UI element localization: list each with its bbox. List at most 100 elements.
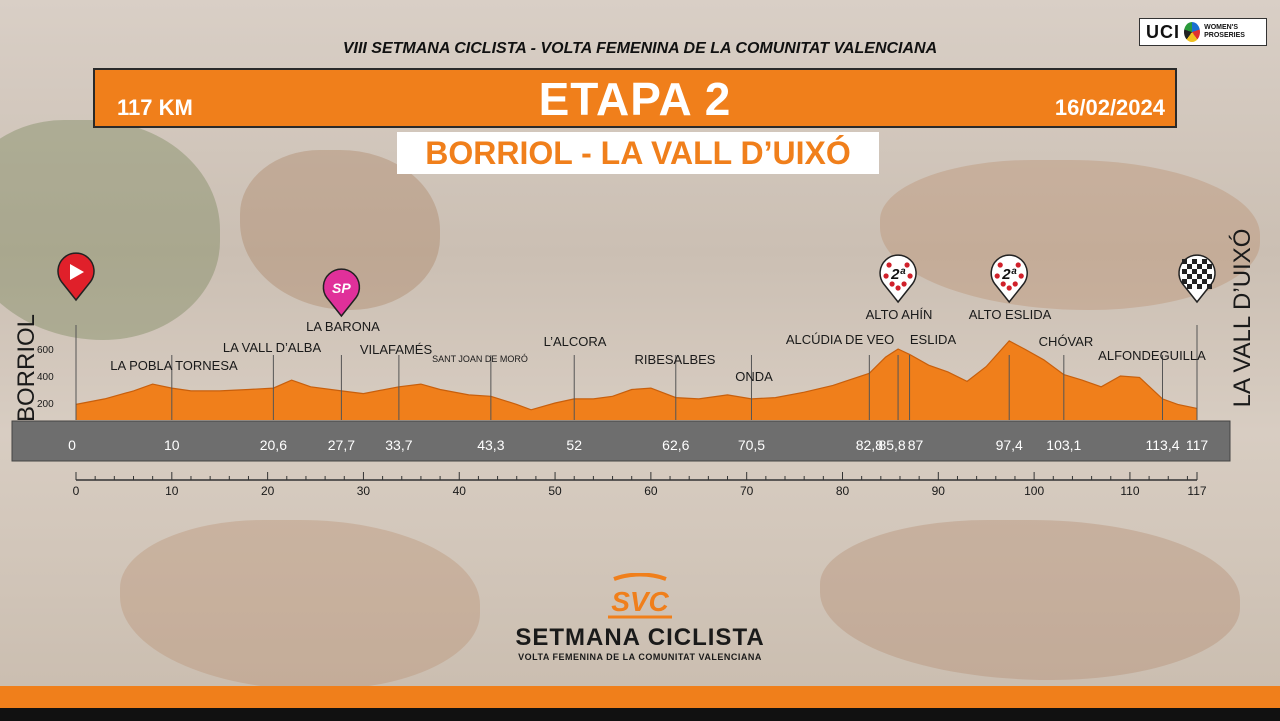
km-label: 82,8 [856, 437, 883, 453]
kom-dot [1012, 281, 1018, 287]
stage-title: ETAPA 2 [538, 73, 732, 125]
race-title: VIII SETMANA CICLISTA - VOLTA FEMENINA D… [342, 40, 938, 57]
km-label: 113,4 [1146, 437, 1180, 453]
km-label: 87 [908, 437, 924, 453]
elevation-profile-line [75, 340, 1198, 411]
x-tick-label: 0 [73, 484, 80, 498]
kom-category-label: 2ª [1001, 266, 1016, 283]
uci-logo: UCI WOMEN'S PROSERIES [1139, 18, 1267, 46]
kom-dot [895, 285, 901, 291]
place-label: ESLIDA [910, 332, 957, 347]
checker-square [1187, 284, 1192, 289]
checker-square [1187, 274, 1192, 279]
place-label: ALTO ESLIDA [969, 307, 1052, 322]
place-label: ALFONDEGUILLA [1098, 348, 1206, 363]
checker-square [1197, 264, 1202, 269]
kom-dot [1000, 281, 1006, 287]
x-tick-label: 110 [1120, 484, 1139, 498]
svc-logo-icon: SVC [608, 572, 672, 619]
x-tick-label: 50 [548, 484, 562, 498]
kom-dot [1018, 273, 1024, 279]
kom-dot [886, 262, 892, 268]
kom-dot [907, 273, 913, 279]
kom-dot [901, 281, 907, 287]
checker-square [1207, 264, 1212, 269]
background-shape [820, 520, 1240, 680]
stage-route: BORRIOL - LA VALL D’UIXÓ [397, 132, 879, 174]
km-label: 70,5 [738, 437, 765, 453]
footer-orange-bar [0, 686, 1280, 708]
place-label: LA POBLA TORNESA [110, 358, 238, 373]
km-label: 85,8 [878, 437, 905, 453]
brand-logo: SVC SETMANA CICLISTA VOLTA FEMENINA DE L… [500, 572, 780, 662]
checker-square [1192, 269, 1197, 274]
checker-square [1182, 259, 1187, 264]
footer-black-bar [0, 708, 1280, 721]
place-label: RIBESALBES [635, 352, 716, 367]
place-label: ALCÚDIA DE VEO [786, 332, 894, 347]
y-tick-label: 600 [37, 345, 54, 356]
x-tick-label: 117 [1187, 484, 1206, 498]
x-tick-label: 100 [1024, 484, 1044, 498]
kom-dot [1006, 285, 1012, 291]
checker-square [1202, 269, 1207, 274]
start-play-glyph [70, 264, 84, 280]
checker-square [1207, 274, 1212, 279]
sprint-marker-icon [322, 268, 361, 318]
place-label: CHÓVAR [1039, 334, 1094, 349]
checker-square [1197, 274, 1202, 279]
km-label: 43,3 [477, 437, 504, 453]
background-shape [120, 520, 480, 690]
uci-rainbow-icon [1184, 22, 1201, 42]
place-label: LA BARONA [306, 319, 380, 334]
place-label: ONDA [735, 369, 773, 384]
x-tick-label: 40 [453, 484, 467, 498]
km-label: 62,6 [662, 437, 689, 453]
place-label: SANT JOAN DE MORÓ [432, 354, 528, 364]
km-label: 33,7 [385, 437, 412, 453]
x-tick-label: 60 [644, 484, 658, 498]
brand-subtitle: VOLTA FEMENINA DE LA COMUNITAT VALENCIAN… [518, 652, 762, 662]
kom-dot [904, 262, 910, 268]
km-label: 97,4 [996, 437, 1023, 453]
km-label: 0 [68, 437, 76, 453]
uci-proseries-label: WOMEN'S PROSERIES [1204, 24, 1245, 39]
y-tick-label: 400 [37, 372, 54, 383]
checker-square [1182, 279, 1187, 284]
checker-square [1207, 284, 1212, 289]
checker-square [1192, 279, 1197, 284]
km-label: 103,1 [1046, 437, 1081, 453]
checker-square [1197, 284, 1202, 289]
kom-dot [889, 281, 895, 287]
uci-label: UCI [1146, 21, 1180, 42]
km-label: 10 [164, 437, 180, 453]
start-play-icon [57, 252, 95, 302]
checker-square [1187, 264, 1192, 269]
km-label: 27,7 [328, 437, 355, 453]
km-label: 20,6 [260, 437, 287, 453]
place-label: VILAFAMÉS [360, 342, 433, 357]
km-label: 52 [566, 437, 582, 453]
stage-date: 16/02/2024 [1054, 95, 1165, 120]
stage-banner: 117 KM ETAPA 2 16/02/2024 [93, 68, 1177, 128]
background-shape [0, 120, 220, 340]
x-tick-label: 20 [261, 484, 275, 498]
x-tick-label: 30 [357, 484, 371, 498]
finish-town-label: LA VALL D’UIXÓ [1229, 229, 1256, 408]
place-label: LA VALL D’ALBA [223, 340, 322, 355]
km-label: 117 [1186, 437, 1209, 453]
checker-square [1192, 259, 1197, 264]
x-tick-label: 70 [740, 484, 754, 498]
y-tick-label: 200 [37, 399, 54, 410]
kom-dot [883, 273, 889, 279]
sprint-marker-label: SP [332, 280, 351, 296]
checker-square [1202, 279, 1207, 284]
kom-dot [997, 262, 1003, 268]
elevation-profile-area [76, 340, 1197, 420]
x-tick-label: 10 [165, 484, 179, 498]
brand-title: SETMANA CICLISTA [515, 624, 765, 651]
place-label: L’ALCORA [544, 334, 607, 349]
checker-square [1182, 269, 1187, 274]
x-tick-label: 90 [932, 484, 946, 498]
